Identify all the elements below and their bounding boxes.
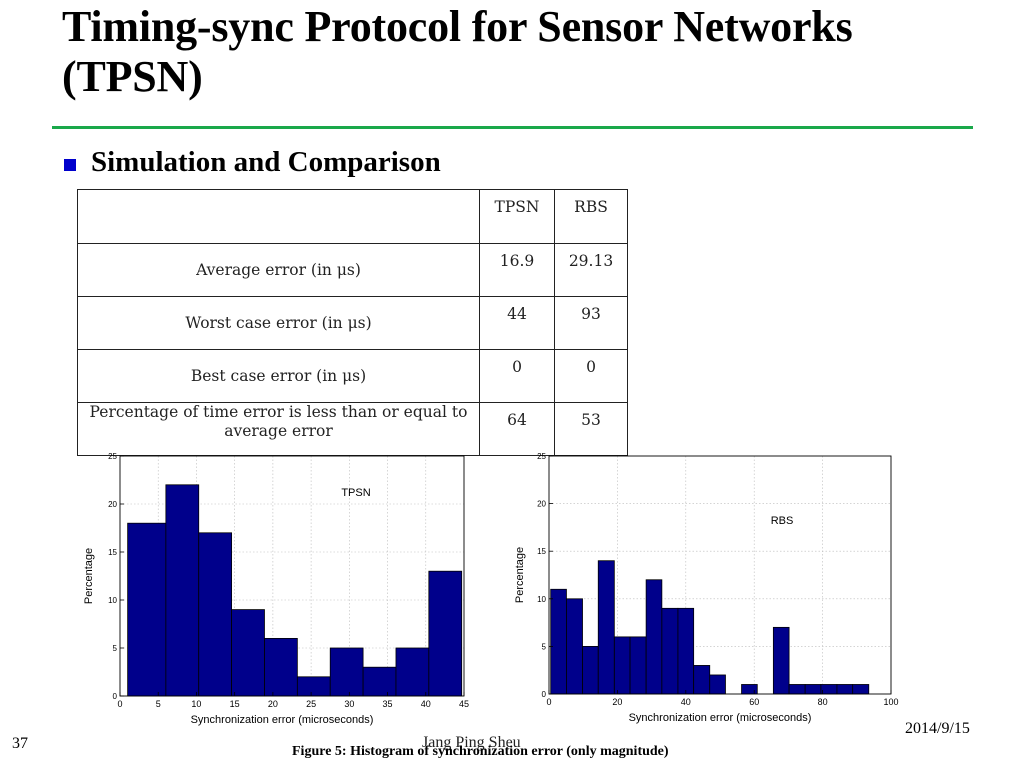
footer-date: 2014/9/15 (905, 720, 970, 737)
histogram-bar (198, 532, 233, 697)
x-tick-label: 0 (546, 697, 551, 707)
x-tick-label: 5 (156, 699, 161, 709)
x-tick-label: 15 (230, 699, 240, 709)
bullet-item: Simulation and Comparison (64, 146, 441, 179)
plot-frame (119, 455, 465, 697)
footer-author: Jang Ping Sheu (422, 734, 521, 751)
histogram-svg: 0 5 10 15 20 25 30 35 40 45 0 5 10 15 20 25 Synchronizat… (83, 452, 469, 726)
table-header-cell: RBS (554, 189, 628, 244)
x-tick-label: 25 (306, 699, 316, 709)
title-divider (52, 126, 973, 129)
histogram-bar (165, 484, 200, 697)
histogram-bar (329, 647, 364, 697)
histogram-bar (582, 645, 599, 695)
comparison-table: TPSN RBS Average error (in μs) 16.9 29.1… (77, 189, 628, 456)
y-tick-label: 0 (542, 690, 547, 699)
y-tick-label: 20 (108, 500, 117, 509)
table-cell-tpsn: 64 (479, 402, 555, 456)
histogram-bar (629, 636, 647, 695)
x-axis-label: Synchronization error (microseconds) (191, 714, 374, 726)
histogram-bar (709, 674, 726, 695)
table-header-row: TPSN RBS (77, 189, 628, 244)
chart-annotation: RBS (771, 515, 794, 527)
x-tick-label: 60 (749, 697, 759, 707)
y-tick-label: 25 (108, 452, 117, 461)
figure-caption: Figure 5: Histogram of synchronization e… (292, 744, 669, 759)
histogram-bar (693, 665, 711, 695)
bullet-square-icon (64, 158, 76, 171)
slide-number: 37 (12, 735, 28, 752)
table-header-cell (77, 189, 480, 244)
table-row: Best case error (in μs) 0 0 (77, 349, 628, 403)
histogram-bar (395, 647, 430, 697)
table-row: Average error (in μs) 16.9 29.13 (77, 243, 628, 297)
y-tick-label: 15 (108, 548, 117, 557)
histogram-bar (677, 607, 695, 695)
table-row-label: Worst case error (in μs) (77, 296, 480, 350)
x-tick-label: 40 (681, 697, 691, 707)
table-row-label: Average error (in μs) (77, 243, 480, 297)
histogram-svg: 0 20 40 60 80 100 0 5 10 15 20 25 Synchronization er… (514, 452, 899, 724)
table-cell-rbs: 93 (554, 296, 628, 350)
table-cell-tpsn: 44 (479, 296, 555, 350)
table-cell-tpsn: 16.9 (479, 243, 555, 297)
x-tick-label: 10 (191, 699, 201, 709)
histogram-bar (597, 560, 615, 695)
y-tick-label: 15 (537, 547, 546, 556)
table-cell-tpsn: 0 (479, 349, 555, 403)
histogram-bar (127, 522, 167, 697)
x-tick-label: 20 (612, 697, 622, 707)
table-row: Worst case error (in μs) 44 93 (77, 296, 628, 350)
y-tick-label: 20 (537, 500, 546, 509)
x-axis-label: Synchronization error (microseconds) (629, 712, 812, 724)
histogram-bar (852, 684, 870, 695)
y-tick-label: 10 (537, 595, 546, 604)
table-row: Percentage of time error is less than or… (77, 402, 628, 456)
x-tick-label: 0 (117, 699, 122, 709)
y-tick-label: 5 (542, 642, 547, 651)
histogram-bar (820, 684, 838, 695)
x-tick-label: 30 (344, 699, 354, 709)
x-tick-label: 20 (268, 699, 278, 709)
histogram-bar (362, 666, 397, 697)
slide-title: Timing-sync Protocol for Sensor Networks… (62, 2, 853, 101)
histogram-bar (231, 609, 265, 697)
bullet-text: Simulation and Comparison (91, 146, 441, 178)
table-row-label: Percentage of time error is less than or… (77, 402, 480, 456)
table-cell-rbs: 29.13 (554, 243, 628, 297)
table-cell-rbs: 0 (554, 349, 628, 403)
histogram-bar (804, 684, 822, 695)
histogram-bar (428, 570, 463, 697)
y-axis-label: Percentage (83, 548, 95, 604)
histogram-bar (772, 626, 790, 695)
histogram-bar (264, 637, 298, 697)
chart-annotation: TPSN (341, 487, 370, 499)
histogram-bar (645, 579, 663, 695)
plot-frame (548, 455, 892, 695)
x-tick-label: 45 (459, 699, 469, 709)
histogram-bar (661, 607, 679, 695)
histogram-bar (741, 684, 758, 695)
y-axis-label: Percentage (514, 547, 526, 603)
y-tick-label: 10 (108, 596, 117, 605)
y-tick-label: 5 (113, 644, 118, 653)
table-cell-rbs: 53 (554, 402, 628, 456)
x-tick-label: 100 (883, 697, 898, 707)
y-tick-label: 25 (537, 452, 546, 461)
histogram-bar (296, 676, 331, 697)
tpsn-histogram: 0 5 10 15 20 25 30 35 40 45 0 5 10 15 20 25 Synchronizat… (72, 446, 478, 730)
x-tick-label: 80 (818, 697, 828, 707)
x-tick-label: 40 (421, 699, 431, 709)
histogram-bar (566, 598, 583, 695)
histogram-bar (613, 636, 631, 695)
table-row-label: Best case error (in μs) (77, 349, 480, 403)
table-header-cell: TPSN (479, 189, 555, 244)
histogram-bar (836, 684, 854, 695)
histogram-bar (550, 588, 567, 695)
x-tick-label: 35 (383, 699, 393, 709)
histogram-bar (788, 684, 806, 695)
y-tick-label: 0 (113, 692, 118, 701)
rbs-histogram: 0 20 40 60 80 100 0 5 10 15 20 25 Synchronization er… (502, 446, 910, 730)
